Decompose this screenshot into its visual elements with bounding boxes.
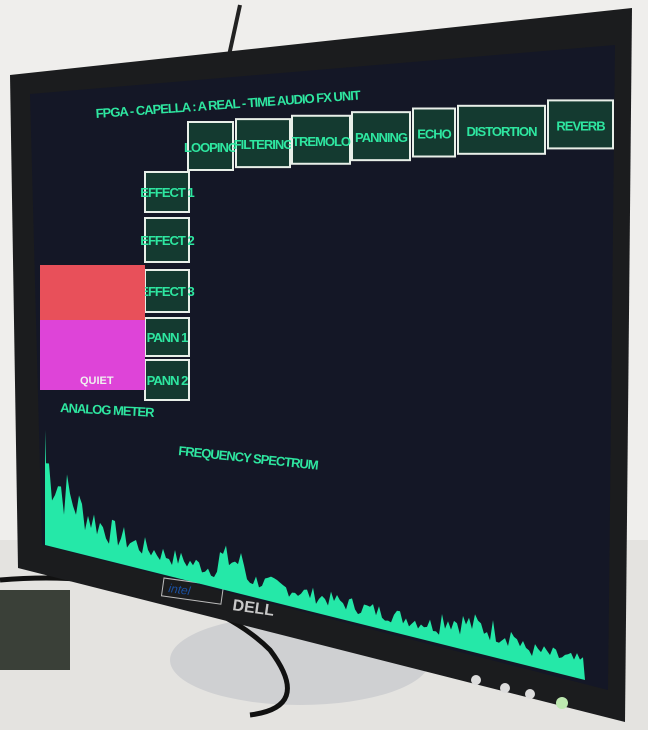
side-button-label: EFFECT 2: [140, 233, 194, 248]
side-button-label: PANN 1: [147, 330, 188, 345]
side-buttons: EFFECT 1 EFFECT 2 EFFECT 3 PANN 1 PANN 2: [140, 172, 194, 400]
tab-label: ECHO: [417, 127, 451, 142]
tab-label: DISTORTION: [467, 124, 538, 139]
meter-level: QUIET: [80, 375, 114, 387]
side-button-label: PANN 2: [147, 373, 188, 388]
side-button-label: EFFECT 1: [140, 185, 194, 200]
tab-label: REVERB: [556, 118, 605, 133]
fpga-board: [0, 590, 70, 670]
tab-label: LOOPING: [184, 140, 238, 155]
tab-label: FILTERING: [234, 137, 294, 152]
meter-red: [40, 265, 145, 320]
photo: intel DELL FPGA - CAPELLA : A REAL - TIM…: [0, 0, 648, 730]
tab-label: TREMOLO: [292, 134, 351, 149]
side-button-label: EFFECT 3: [140, 284, 194, 299]
page: intel DELL FPGA - CAPELLA : A REAL - TIM…: [0, 0, 648, 730]
tab-label: PANNING: [355, 130, 408, 145]
